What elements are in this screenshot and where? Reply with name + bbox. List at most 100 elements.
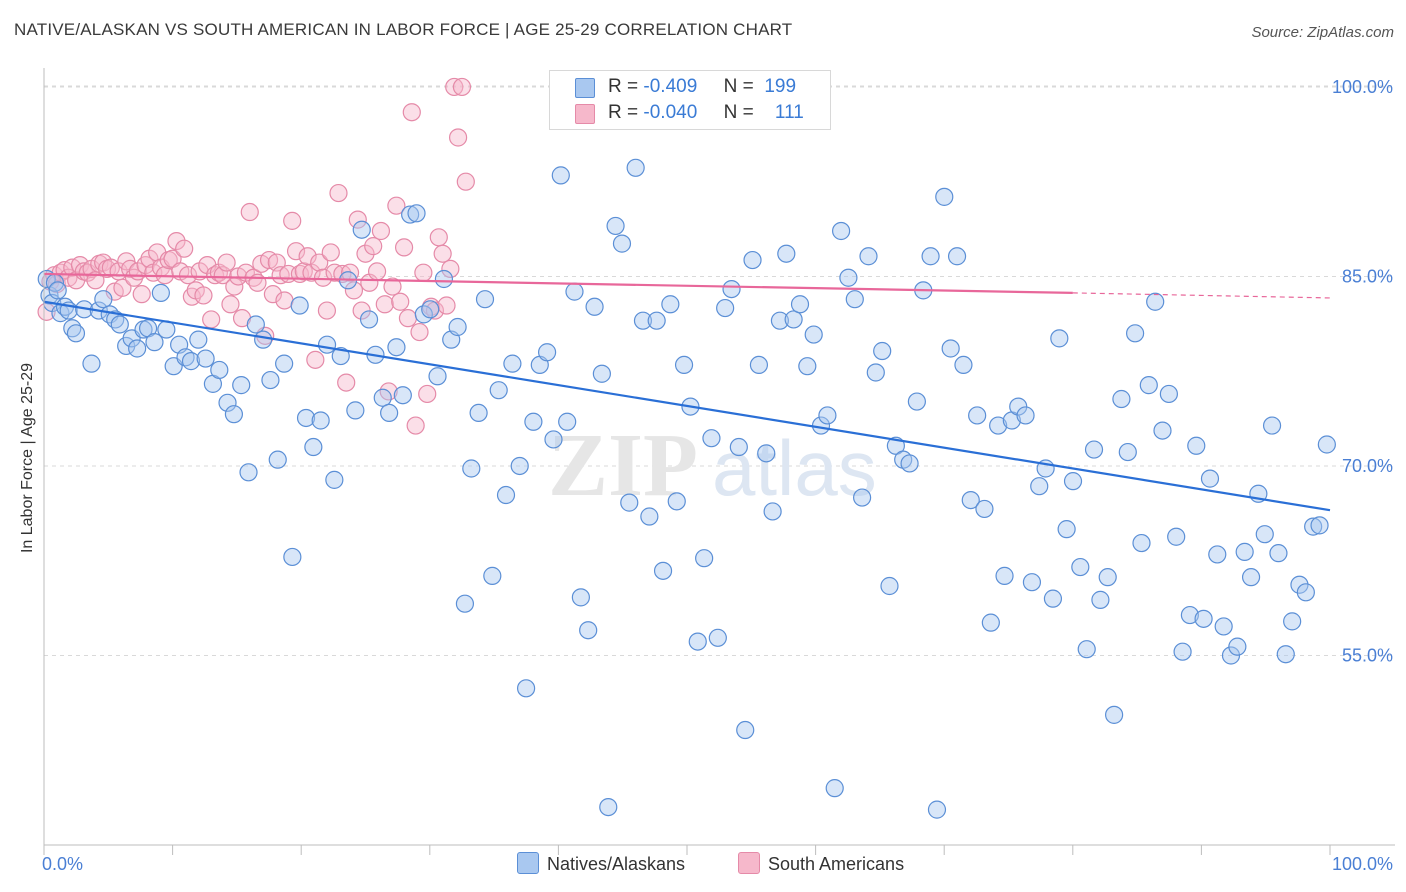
scatter-point bbox=[558, 412, 577, 431]
scatter-point bbox=[716, 298, 735, 318]
scatter-point bbox=[380, 403, 399, 423]
y-tick-label: 85.0% bbox=[1342, 266, 1393, 286]
scatter-point bbox=[968, 406, 987, 425]
scatter-point bbox=[375, 295, 394, 314]
scatter-point bbox=[394, 238, 414, 257]
scatter-point bbox=[818, 406, 837, 425]
scatter-point bbox=[414, 263, 433, 282]
scatter-point bbox=[941, 339, 960, 358]
scatter-point bbox=[571, 588, 590, 607]
scatter-point bbox=[832, 221, 851, 241]
scatter-point bbox=[373, 388, 392, 407]
scatter-point bbox=[612, 234, 632, 253]
scatter-point bbox=[510, 456, 529, 476]
scatter-point bbox=[722, 279, 741, 299]
legend-n-label: N = bbox=[723, 76, 754, 97]
legend-r-value: -0.409 bbox=[643, 76, 698, 97]
x-tick-label: 0.0% bbox=[42, 854, 83, 874]
scatter-point bbox=[489, 381, 508, 400]
scatter-point bbox=[224, 405, 244, 424]
scatter-point bbox=[1317, 435, 1336, 454]
scatter-point bbox=[325, 470, 344, 489]
scatter-point bbox=[524, 412, 543, 431]
series-south-americans-points bbox=[37, 77, 475, 435]
scatter-point bbox=[743, 250, 762, 270]
trend-line-south-americans bbox=[43, 272, 1073, 294]
scatter-point bbox=[1262, 416, 1282, 435]
scatter-point bbox=[94, 290, 113, 309]
scatter-point bbox=[749, 355, 769, 375]
scatter-point bbox=[364, 237, 383, 256]
scatter-point bbox=[448, 128, 468, 147]
trend-line-south-americans-extension bbox=[1072, 292, 1331, 299]
scatter-point bbox=[132, 285, 151, 304]
scatter-point bbox=[367, 262, 387, 281]
scatter-point bbox=[1071, 557, 1090, 577]
scatter-point bbox=[462, 459, 481, 478]
tick-labels: 55.0% 70.0% 85.0% 100.0% 0.0% 100.0% bbox=[42, 77, 1393, 874]
y-tick-label: 70.0% bbox=[1342, 456, 1393, 476]
scatter-point bbox=[620, 493, 639, 512]
scatter-point bbox=[401, 205, 420, 224]
scatter-point bbox=[845, 290, 864, 309]
scatter-point bbox=[202, 310, 221, 329]
scatter-point bbox=[1187, 436, 1206, 455]
scatter-point bbox=[304, 437, 323, 457]
scatter-point bbox=[1022, 573, 1042, 592]
scatter-point bbox=[1098, 568, 1117, 587]
scatter-point bbox=[275, 291, 294, 310]
scatter-point bbox=[1091, 590, 1110, 609]
scatter-point bbox=[798, 357, 817, 376]
scatter-point bbox=[283, 547, 302, 567]
scatter-point bbox=[653, 561, 673, 580]
scatter-point bbox=[880, 576, 899, 596]
legend-r-label: R = bbox=[608, 102, 639, 123]
scatter-point bbox=[1173, 642, 1192, 661]
scatter-point bbox=[317, 335, 337, 354]
correlation-legend: R = -0.409 N = 199 R = -0.040 N = 111 bbox=[549, 70, 831, 130]
chart-title: NATIVE/ALASKAN VS SOUTH AMERICAN IN LABO… bbox=[14, 20, 793, 39]
scatter-point bbox=[1057, 520, 1076, 539]
scatter-point bbox=[866, 363, 885, 382]
gridlines bbox=[44, 85, 1395, 656]
scatter-point bbox=[1159, 384, 1178, 404]
scatter-point bbox=[387, 196, 406, 215]
scatter-point bbox=[296, 408, 316, 428]
scatter-point bbox=[178, 266, 198, 285]
scatter-point bbox=[387, 338, 406, 357]
bottom-legend-label: South Americans bbox=[768, 854, 905, 874]
scatter-point bbox=[391, 292, 410, 311]
scatter-point bbox=[406, 416, 425, 435]
scatter-point bbox=[66, 324, 86, 343]
scatter-point bbox=[565, 282, 584, 301]
scatter-point bbox=[371, 221, 391, 241]
scatter-point bbox=[1077, 640, 1096, 659]
scatter-point bbox=[599, 797, 618, 817]
scatter-point bbox=[661, 295, 680, 314]
scatter-point bbox=[1050, 329, 1069, 348]
scatter-point bbox=[317, 301, 337, 320]
scatter-point bbox=[935, 187, 954, 206]
scatter-point bbox=[421, 300, 440, 319]
scatter-point bbox=[1105, 705, 1124, 724]
scatter-point bbox=[475, 290, 495, 309]
scatter-point bbox=[110, 315, 129, 334]
scatter-point bbox=[859, 247, 878, 266]
scatter-point bbox=[469, 403, 488, 423]
legend-swatch-pink bbox=[575, 104, 595, 124]
scatter-point bbox=[961, 490, 980, 510]
scatter-point bbox=[1043, 589, 1063, 608]
scatter-point bbox=[434, 269, 454, 289]
scatter-point bbox=[232, 376, 251, 395]
scatter-point bbox=[283, 211, 302, 230]
scatter-point bbox=[736, 720, 755, 740]
axes bbox=[43, 68, 1395, 855]
scatter-point bbox=[151, 283, 170, 302]
legend-n-value: 199 bbox=[764, 76, 797, 97]
scatter-point bbox=[302, 263, 321, 282]
scatter-point bbox=[261, 370, 280, 390]
scatter-point bbox=[551, 166, 570, 185]
scatter-point bbox=[1146, 292, 1165, 311]
x-tick-label: 100.0% bbox=[1332, 854, 1393, 874]
scatter-point bbox=[544, 430, 563, 449]
